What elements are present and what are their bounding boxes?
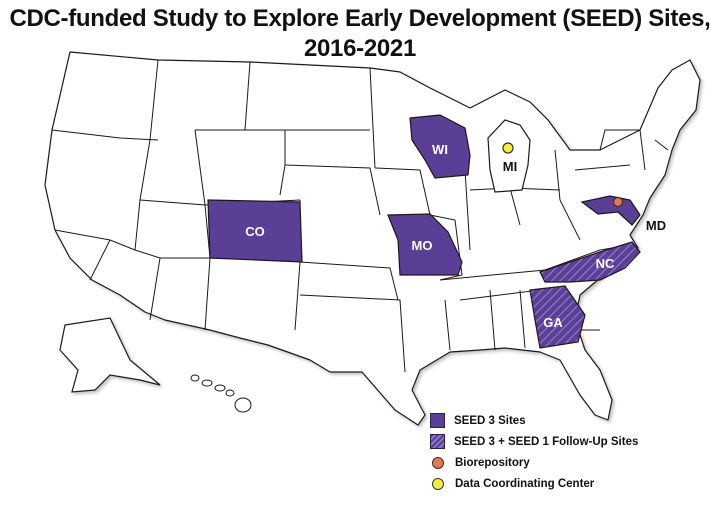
- map-title: CDC-funded Study to Explore Early Develo…: [0, 4, 720, 64]
- label-wi: WI: [432, 142, 448, 157]
- seed3-followup-swatch: [430, 434, 445, 449]
- legend-label-biorepository: Biorepository: [455, 456, 530, 469]
- legend-item-seed3: SEED 3 Sites: [430, 410, 710, 431]
- legend-item-biorepository: Biorepository: [430, 452, 710, 473]
- state-ga: [529, 285, 586, 349]
- title-line-2: 2016-2021: [303, 35, 417, 62]
- label-ga: GA: [543, 315, 563, 330]
- label-md: MD: [646, 218, 666, 233]
- state-co: [207, 199, 303, 263]
- state-md: [580, 195, 641, 226]
- state-wi: [409, 114, 471, 179]
- label-co: CO: [245, 224, 265, 239]
- map-legend: SEED 3 Sites SEED 3 + SEED 1 Follow-Up S…: [430, 410, 710, 494]
- legend-label-data-center: Data Coordinating Center: [455, 477, 595, 490]
- state-nc: [539, 241, 641, 283]
- legend-label-seed3-followup: SEED 3 + SEED 1 Follow-Up Sites: [454, 435, 639, 448]
- state-mo: [387, 213, 463, 276]
- seed3-swatch: [430, 413, 445, 428]
- data-center-dot: [432, 477, 444, 490]
- state-borders: [51, 59, 669, 373]
- label-mi: MI: [503, 159, 517, 174]
- data-coordinating-center-marker: [502, 142, 514, 154]
- legend-item-seed3-followup: SEED 3 + SEED 1 Follow-Up Sites: [430, 431, 710, 452]
- legend-item-data-center: Data Coordinating Center: [430, 473, 710, 494]
- legend-label-seed3: SEED 3 Sites: [454, 414, 526, 427]
- biorepository-marker: [612, 196, 624, 208]
- label-mo: MO: [412, 238, 433, 253]
- title-line-1: CDC-funded Study to Explore Early Develo…: [9, 5, 711, 32]
- state-ak: [59, 317, 161, 393]
- us-outline: [44, 51, 701, 426]
- biorepository-dot: [432, 456, 444, 469]
- state-mi: [487, 119, 531, 193]
- label-nc: NC: [596, 256, 615, 271]
- state-hi: [190, 374, 252, 413]
